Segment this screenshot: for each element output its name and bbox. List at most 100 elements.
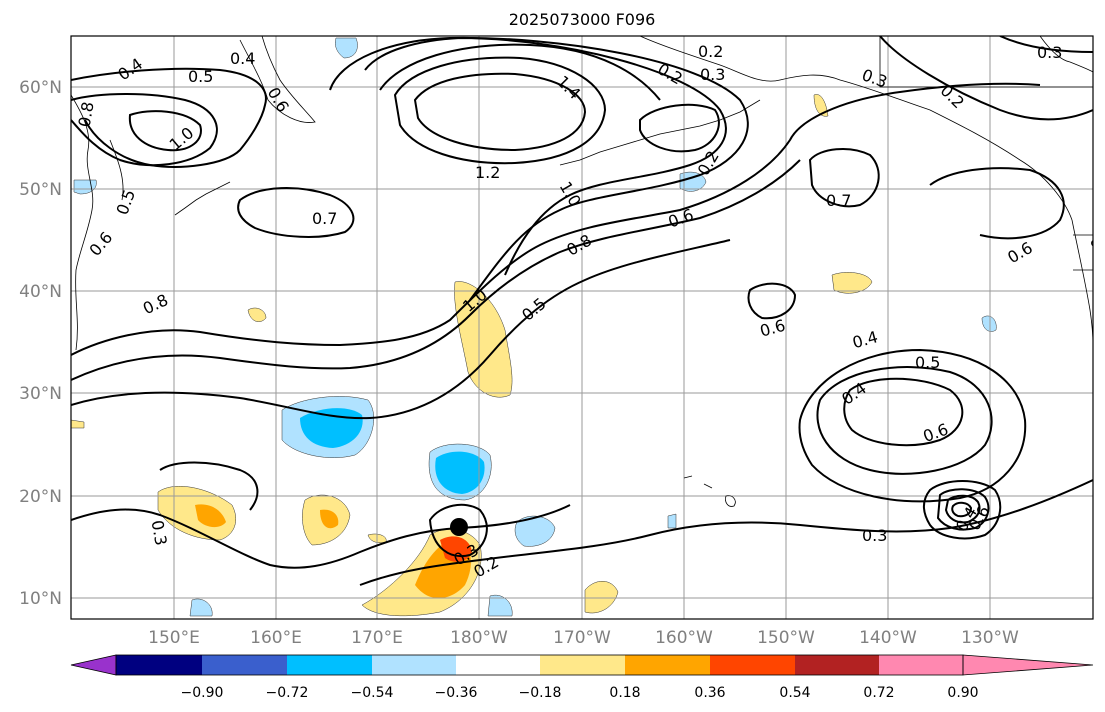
colorbar-segment: [795, 655, 879, 675]
contour-label: 0.7: [826, 191, 851, 210]
contour-label: 0.6: [1004, 238, 1036, 267]
contour-label: 0.3: [700, 65, 725, 84]
shade-negative: [667, 513, 677, 529]
contour-label: 0.4: [114, 54, 146, 84]
contour-label: 1.0: [556, 178, 585, 210]
coast-aleutians: [559, 99, 761, 166]
colorbar-tick-label: −0.72: [266, 685, 309, 701]
colorbar-tick-label: −0.90: [181, 685, 224, 701]
contour-line: [159, 461, 259, 511]
shade-positive: [71, 419, 85, 429]
colorbar-tick-label: 0.18: [609, 685, 640, 701]
lon-label: 130°W: [961, 628, 1019, 648]
colorbar-extend-low: [70, 654, 117, 676]
colorbar-segment: [287, 655, 372, 675]
lon-label: 170°E: [351, 628, 403, 648]
contour-line: [71, 67, 267, 168]
contour-line: [413, 72, 587, 152]
contour-layer: [71, 36, 1093, 586]
colorbar-tick-label: −0.36: [435, 685, 478, 701]
contour-label: 1.2: [475, 163, 500, 182]
colorbar-segment: [625, 655, 710, 675]
shade-negative: [73, 179, 97, 195]
contour-label: 0.8: [140, 290, 171, 318]
shade-negative: [435, 451, 485, 494]
contour-label: 0.5: [188, 67, 213, 86]
shade-negative: [189, 598, 213, 617]
contour-label: 0.8: [75, 100, 98, 128]
contour-line: [71, 82, 1041, 356]
contour-line: [379, 43, 661, 101]
contour-line: [71, 93, 218, 167]
contour-line: [798, 348, 1027, 503]
contour-label: 0.5: [113, 187, 140, 217]
colorbar-tick-label: −0.18: [519, 685, 562, 701]
coastlines: [71, 36, 1093, 507]
shade-positive: [813, 94, 829, 117]
figure-title: 2025073000 F096: [509, 10, 656, 29]
contour-label: 0.8: [563, 230, 595, 259]
contour-line: [71, 239, 731, 420]
lat-label: 60°N: [19, 78, 62, 98]
shade-negative: [981, 315, 997, 332]
colorbar-tick-label: 0.36: [694, 685, 725, 701]
coast-alaska: [639, 36, 1073, 221]
contour-label: 0.5: [915, 353, 940, 372]
lon-label: 180°W: [450, 628, 508, 648]
contour-line: [359, 479, 1093, 586]
contour-line: [936, 488, 990, 531]
lat-label: 20°N: [19, 487, 62, 507]
contour-line: [929, 167, 1065, 240]
contour-label: 0.2: [1087, 236, 1105, 264]
lat-label: 50°N: [19, 180, 62, 200]
contour-label: 0.3: [1037, 43, 1062, 62]
contour-label: 0.6: [85, 228, 116, 260]
colorbar-segment: [456, 655, 540, 675]
contour-label: 0.3: [148, 519, 171, 547]
lat-label: 10°N: [19, 589, 62, 609]
contour-label: 0.6: [666, 205, 696, 232]
shade-negative: [335, 37, 358, 59]
contour-label: 0.3: [862, 526, 887, 545]
coast-sakhalin: [109, 139, 124, 201]
coast-asia: [71, 94, 94, 351]
shading-layer: [71, 37, 997, 617]
contour-line: [364, 36, 727, 276]
lon-label: 170°W: [553, 628, 611, 648]
colorbar-segment: [116, 655, 202, 675]
shade-positive: [584, 581, 619, 614]
shade-positive: [320, 509, 339, 529]
coast-kamchatka: [239, 36, 316, 123]
contour-line: [71, 159, 801, 381]
colorbar-outline: [115, 654, 964, 676]
coast-bc: [1039, 36, 1093, 73]
lon-label: 150°E: [148, 628, 200, 648]
contour-label: 0.6: [264, 84, 293, 116]
coast-kuril: [174, 181, 231, 216]
plot-frame: [70, 35, 1094, 620]
lon-label: 140°W: [859, 628, 917, 648]
contour-label: 0.4: [230, 49, 255, 68]
contour-label: 0.4: [850, 327, 880, 352]
contour-line: [128, 110, 202, 152]
contour-line: [428, 503, 488, 558]
contour-line: [639, 103, 720, 153]
colorbar-extend-high: [962, 654, 1094, 676]
contour-label: 0.3: [859, 65, 889, 92]
contour-line: [944, 494, 981, 524]
coast-hawaii: [683, 475, 736, 507]
contour-line: [747, 282, 797, 320]
storm-center-marker: [450, 518, 468, 536]
contour-label: 0.6: [758, 316, 788, 341]
contour-line: [329, 36, 749, 301]
shade-negative: [679, 171, 707, 192]
lon-label: 150°W: [757, 628, 815, 648]
contour-line: [923, 480, 1002, 540]
contour-label: 0.2: [698, 42, 723, 61]
lat-label: 40°N: [19, 282, 62, 302]
contour-line: [879, 36, 1093, 121]
contour-line: [808, 148, 880, 208]
colorbar-tick-labels: −0.90 −0.72 −0.54 −0.36 −0.18 0.18 0.36 …: [181, 685, 979, 701]
contour-label: 0.7: [312, 209, 337, 228]
